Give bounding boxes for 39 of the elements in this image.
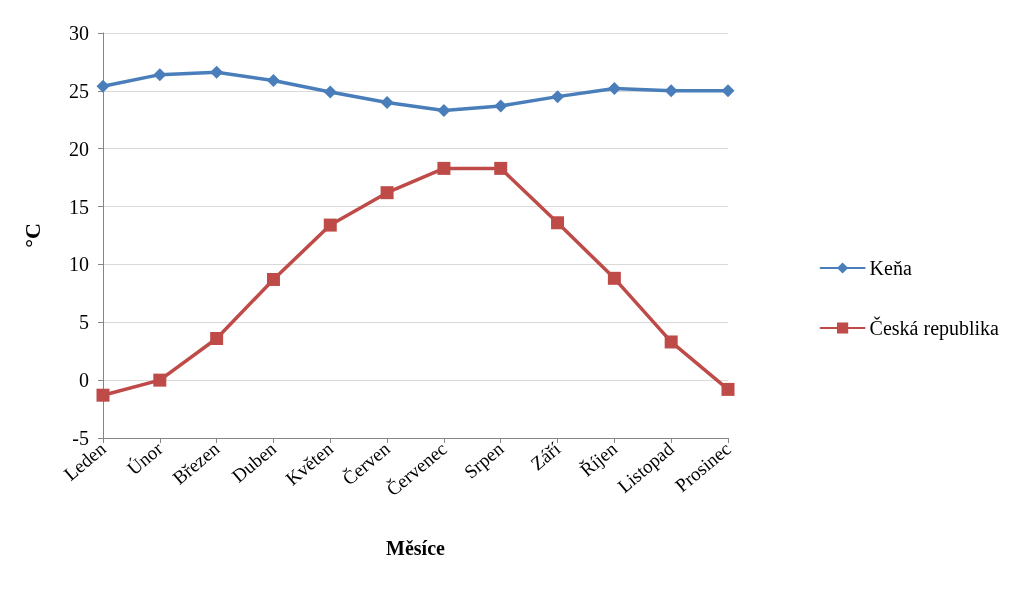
point: [551, 90, 565, 104]
y-axis-title: °C: [19, 223, 45, 248]
point: [323, 85, 337, 99]
point: [380, 186, 394, 200]
point: [664, 84, 678, 98]
y-tick-label: 15: [69, 195, 89, 218]
legend-label: Česká republika: [869, 316, 1000, 340]
point: [210, 331, 224, 345]
point: [437, 161, 451, 175]
point: [721, 84, 735, 98]
point: [551, 216, 565, 230]
point: [210, 65, 224, 79]
point: [153, 373, 167, 387]
y-tick-label: 20: [69, 137, 89, 160]
point: [494, 161, 508, 175]
point: [323, 218, 337, 232]
point: [96, 79, 110, 93]
y-tick-label: -5: [72, 427, 89, 449]
point: [380, 95, 394, 109]
point: [607, 82, 621, 96]
point: [721, 382, 735, 396]
y-tick-label: 5: [79, 311, 89, 334]
x-axis-title: Měsíce: [386, 537, 446, 559]
legend-label: Keňa: [869, 257, 912, 279]
x-tick-label: Únor: [123, 437, 168, 480]
y-tick-label: 30: [69, 22, 89, 44]
point: [664, 335, 678, 349]
point: [96, 388, 110, 402]
y-tick-label: 25: [69, 79, 89, 102]
point: [494, 99, 508, 113]
point: [153, 68, 167, 82]
y-tick-label: 0: [79, 369, 89, 392]
y-tick-label: 10: [69, 253, 89, 276]
point: [607, 271, 621, 285]
point: [437, 104, 451, 118]
point: [266, 73, 280, 87]
point: [266, 272, 280, 286]
x-tick-label: Září: [526, 437, 565, 475]
x-tick-label: Říjen: [576, 437, 622, 481]
